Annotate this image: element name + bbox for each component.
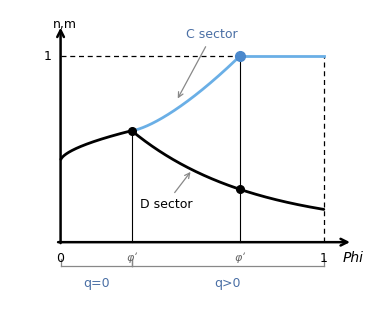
Text: 0: 0 bbox=[57, 252, 65, 265]
Text: D sector: D sector bbox=[140, 173, 192, 211]
Text: 1: 1 bbox=[44, 50, 51, 63]
Text: φʹ: φʹ bbox=[234, 252, 245, 263]
Text: n,m: n,m bbox=[53, 18, 77, 31]
Text: φʹ: φʹ bbox=[126, 252, 137, 263]
Text: C sector: C sector bbox=[178, 28, 238, 97]
Text: q>0: q>0 bbox=[214, 277, 241, 291]
Text: q=0: q=0 bbox=[83, 277, 109, 291]
Text: 1: 1 bbox=[320, 252, 328, 265]
Text: Phi: Phi bbox=[342, 252, 363, 266]
